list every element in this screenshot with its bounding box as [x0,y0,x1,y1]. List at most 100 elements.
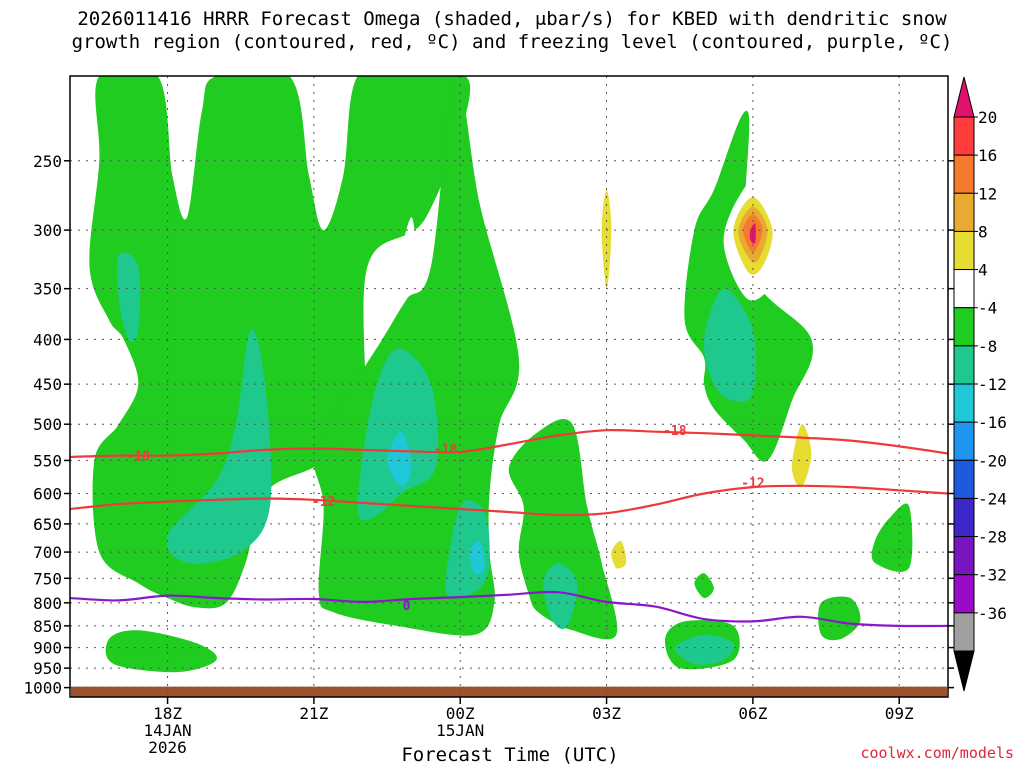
y-tick-label: 1000 [23,679,62,698]
omega-region [89,76,471,609]
y-tick-label: 450 [33,375,62,394]
colorbar-label: -28 [978,528,1007,547]
y-tick-label: 950 [33,659,62,678]
plot-border [69,75,949,698]
colorbar-bottom-arrow [953,650,975,692]
x-tick-label: 00Z [446,704,475,723]
omega-region [309,668,326,677]
colorbar-label: 20 [978,108,997,127]
colorbar-label: 8 [978,222,988,241]
y-tick-label: 850 [33,617,62,636]
colorbar-bin [953,459,975,499]
omega-region [749,223,756,244]
contour-label: -12 [741,477,764,492]
colorbar-bin [953,612,975,652]
colorbar-label: -32 [978,566,1007,585]
omega-region [469,540,485,575]
omega-region [105,630,217,673]
omega-region [166,328,272,564]
y-tick-label: 600 [33,484,62,503]
colorbar-bin [953,154,975,194]
omega-region [601,190,612,289]
omega-region [674,634,735,665]
colorbar-label: -20 [978,451,1007,470]
y-tick-label: 300 [33,221,62,240]
contour-line [70,428,948,459]
y-tick-label: 550 [33,451,62,470]
y-tick-label: 400 [33,330,62,349]
omega-region [927,638,948,665]
y-tick-label: 800 [33,594,62,613]
colorbar: 20 16 12 8 4 -4 -8 -12 -16 -20 -24 -28 -32 -36 [953,76,1007,692]
title-line-2: growth region (contoured, red, ºC) and f… [71,31,953,53]
plot-frame [69,75,949,698]
x-axis-title: Forecast Time (UTC) [401,744,619,766]
omega-region [791,424,812,488]
contour-group [70,428,948,628]
x-tick-label: 06Z [738,704,767,723]
colorbar-top-arrow [953,76,975,118]
contour-lines: -18 -18 -18 -12 -12 0 [70,424,948,628]
omega-region [611,540,627,569]
x-tick-date: 14JAN [143,721,191,740]
colorbar-bin [953,574,975,614]
ground-fill [71,686,947,697]
x-tick-label: 21Z [299,704,328,723]
x-tick-date: 15JAN [436,721,484,740]
y-tick-label: 350 [33,280,62,299]
colorbar-bin [953,230,975,271]
y-axis: 250 300 350 400 450 500 550 600 650 700 750 800 850 9… [23,152,954,698]
ground-below-surface [71,686,947,697]
omega-region [401,217,417,278]
omega-region [508,419,618,640]
omega-region [818,596,861,641]
omega-region [703,288,756,402]
colorbar-label: 16 [978,146,997,165]
colorbar-bin [953,497,975,538]
colorbar-bin [953,307,975,347]
chart-title: 2026011416 HRRR Forecast Omega (shaded, … [0,8,1024,54]
contour-label: -18 [127,450,151,465]
colorbar-label: -12 [978,375,1007,394]
colorbar-bin [953,345,975,385]
shaded-regions [89,76,948,677]
colorbar-label: -16 [978,413,1007,432]
contour-label: -12 [312,495,335,510]
colorbar-label: 4 [978,261,988,280]
y-tick-label: 700 [33,543,62,562]
colorbar-bin [953,536,975,576]
y-tick-label: 750 [33,569,62,588]
omega-region [694,573,714,599]
x-tick-label: 09Z [885,704,914,723]
omega-region [116,252,141,342]
contour-line [70,590,948,628]
omega-region [581,112,622,342]
omega-region [387,431,412,488]
colorbar-label: -4 [978,299,997,318]
colorbar-bin [953,383,975,423]
colorbar-label: -8 [978,337,997,356]
omega-region [543,562,578,630]
colorbar-bin [953,421,975,461]
colorbar-label: -24 [978,489,1007,508]
x-tick-label: 03Z [592,704,621,723]
contour-label: 0 [403,599,411,614]
y-tick-label: 650 [33,515,62,534]
contour-label: -18 [434,442,458,457]
colorbar-bin [953,116,975,156]
colorbar-bin [953,269,975,309]
omega-region [871,503,913,572]
x-tick-label: 18Z [153,704,182,723]
colorbar-label: 12 [978,184,997,203]
source-credit: coolwx.com/models [860,744,1014,762]
contour-label: -18 [663,424,687,439]
y-tick-label: 900 [33,639,62,658]
contour-line [70,484,948,517]
x-tick-year: 2026 [148,738,187,757]
colorbar-bin [953,192,975,232]
colorbar-label: -36 [978,604,1007,623]
omega-region [601,523,656,595]
omega-shading [89,76,948,677]
